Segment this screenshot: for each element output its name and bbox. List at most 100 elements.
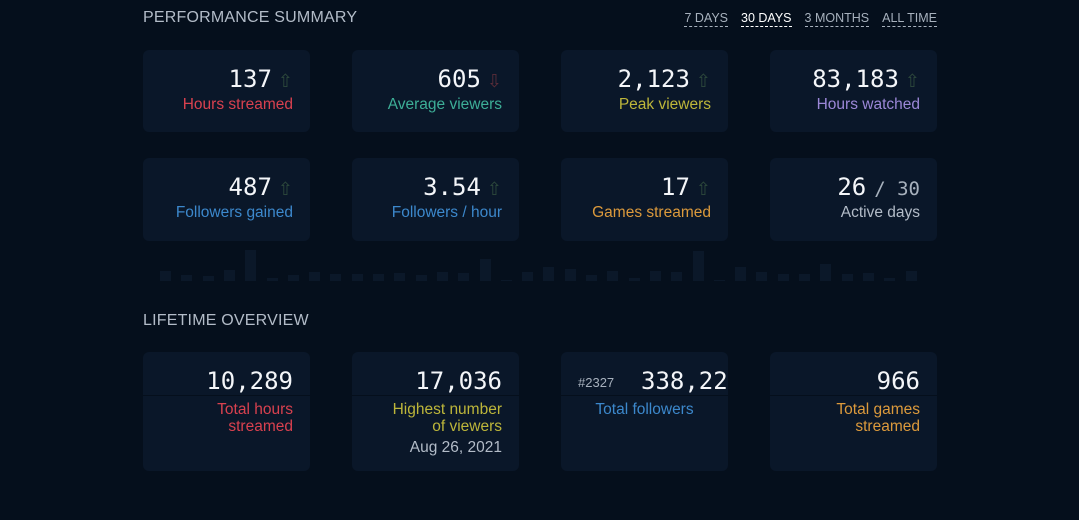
- stat-card-hours-watched: 83,183 ⇧ Hours watched: [770, 50, 937, 132]
- divider: [143, 395, 310, 396]
- activity-bar: [500, 280, 512, 281]
- activity-bar: [799, 273, 810, 281]
- activity-bar: [479, 259, 491, 281]
- stat-card-followers-hour: 3.54 ⇧ Followers / hour: [352, 158, 519, 241]
- stat-value-row: 17 ⇧: [561, 172, 711, 202]
- time-range-tabs: 7 DAYS 30 DAYS 3 MONTHS ALL TIME: [684, 11, 937, 27]
- stat-value-row: 2,123 ⇧: [561, 64, 711, 94]
- activity-bar: [330, 273, 342, 281]
- stat-value-row: 605 ⇩: [352, 64, 502, 94]
- activity-bar: [394, 273, 406, 281]
- tab-30-days[interactable]: 30 DAYS: [741, 11, 792, 27]
- stat-value: 2,123: [617, 65, 690, 93]
- trend-up-arrow-icon: ⇧: [695, 179, 711, 200]
- daily-activity-bars: [160, 240, 930, 281]
- label-line: Total followers: [595, 401, 694, 418]
- activity-bar: [905, 270, 917, 281]
- label-line: Total hours: [217, 401, 293, 418]
- stat-value: 605: [437, 65, 481, 93]
- lifetime-label: Highest number of viewers: [352, 401, 502, 435]
- stat-label: Active days: [840, 204, 920, 221]
- activity-bar: [777, 273, 789, 281]
- activity-bar: [586, 275, 597, 281]
- activity-bar: [862, 273, 874, 281]
- stat-label: Average viewers: [387, 96, 502, 113]
- activity-bar: [458, 273, 470, 281]
- lifetime-card-total-games: 966 Total games streamed: [770, 352, 937, 471]
- activity-bar: [756, 271, 768, 281]
- stat-label: Peak viewers: [618, 96, 711, 113]
- divider: [352, 395, 519, 396]
- activity-bar: [266, 278, 278, 281]
- lifetime-overview-title: LIFETIME OVERVIEW: [143, 312, 309, 329]
- tab-7-days[interactable]: 7 DAYS: [684, 11, 729, 27]
- trend-up-arrow-icon: ⇧: [277, 71, 293, 92]
- label-line: Highest number: [392, 401, 502, 418]
- divider: [561, 395, 728, 396]
- lifetime-value: 17,036: [415, 367, 502, 395]
- stat-card-games-streamed: 17 ⇧ Games streamed: [561, 158, 728, 241]
- activity-bar: [735, 266, 747, 281]
- lifetime-card-total-followers: #2327 338,22 Total followers: [561, 352, 728, 471]
- stat-value: 17: [661, 173, 690, 201]
- stat-value-row: 3.54 ⇧: [352, 172, 502, 202]
- trend-up-arrow-icon: ⇧: [486, 179, 502, 200]
- tab-3-months[interactable]: 3 MONTHS: [804, 11, 870, 27]
- performance-summary-title: PERFORMANCE SUMMARY: [143, 9, 358, 26]
- rank-badge: #2327: [578, 375, 615, 390]
- tab-all-time[interactable]: ALL TIME: [882, 11, 937, 27]
- stat-value: 487: [228, 173, 272, 201]
- stat-value-row: 137 ⇧: [143, 64, 293, 94]
- label-line: Total games: [836, 401, 920, 418]
- activity-bar: [543, 266, 555, 281]
- activity-bar: [884, 277, 896, 281]
- stat-label: Followers gained: [175, 204, 293, 221]
- label-line: of viewers: [432, 418, 502, 435]
- activity-bar: [202, 276, 214, 281]
- activity-bar: [671, 271, 683, 281]
- stat-card-followers-gained: 487 ⇧ Followers gained: [143, 158, 310, 241]
- activity-bar: [223, 270, 235, 281]
- label-line: streamed: [228, 418, 293, 435]
- stat-value-row: 26 / 30: [770, 172, 920, 202]
- lifetime-label: Total followers: [561, 401, 728, 418]
- activity-bar: [160, 271, 171, 281]
- activity-bar: [820, 263, 832, 281]
- activity-bar: [564, 268, 576, 281]
- activity-bar: [628, 278, 640, 281]
- stat-total: / 30: [874, 178, 920, 200]
- trend-down-arrow-icon: ⇩: [486, 71, 502, 92]
- stat-value: 26: [837, 173, 867, 201]
- lifetime-label: Total games streamed: [770, 401, 920, 435]
- activity-bar: [436, 271, 448, 281]
- activity-bar: [522, 271, 534, 281]
- activity-bar: [649, 270, 661, 281]
- activity-bar: [373, 273, 384, 281]
- activity-bar: [415, 275, 427, 281]
- trend-up-arrow-icon: ⇧: [277, 179, 293, 200]
- lifetime-value: 966: [876, 367, 920, 395]
- stat-card-hours-streamed: 137 ⇧ Hours streamed: [143, 50, 310, 132]
- stat-label: Games streamed: [592, 204, 711, 221]
- stat-card-active-days: 26 / 30 Active days: [770, 158, 937, 241]
- activity-bar: [607, 271, 619, 281]
- stat-value-row: 487 ⇧: [143, 172, 293, 202]
- activity-bar: [287, 274, 299, 281]
- trend-up-arrow-icon: ⇧: [904, 71, 920, 92]
- trend-up-arrow-icon: ⇧: [695, 71, 711, 92]
- lifetime-card-highest-number: 17,036 Highest number of viewers Aug 26, 20…: [352, 352, 519, 471]
- record-date: Aug 26, 2021: [409, 439, 502, 456]
- lifetime-card-total-hours: 10,289 Total hours streamed: [143, 352, 310, 471]
- stat-value-row: 83,183 ⇧: [770, 64, 920, 94]
- stat-label: Hours watched: [816, 96, 920, 113]
- label-line: streamed: [855, 418, 920, 435]
- activity-bar: [181, 274, 193, 281]
- activity-bar: [309, 271, 321, 281]
- activity-bar: [245, 250, 257, 281]
- activity-bar: [713, 279, 725, 281]
- lifetime-label: Total hours streamed: [143, 401, 293, 435]
- lifetime-value: 338,22: [641, 367, 728, 395]
- divider: [770, 395, 937, 396]
- stat-value: 83,183: [812, 65, 899, 93]
- stat-label: Hours streamed: [182, 96, 293, 113]
